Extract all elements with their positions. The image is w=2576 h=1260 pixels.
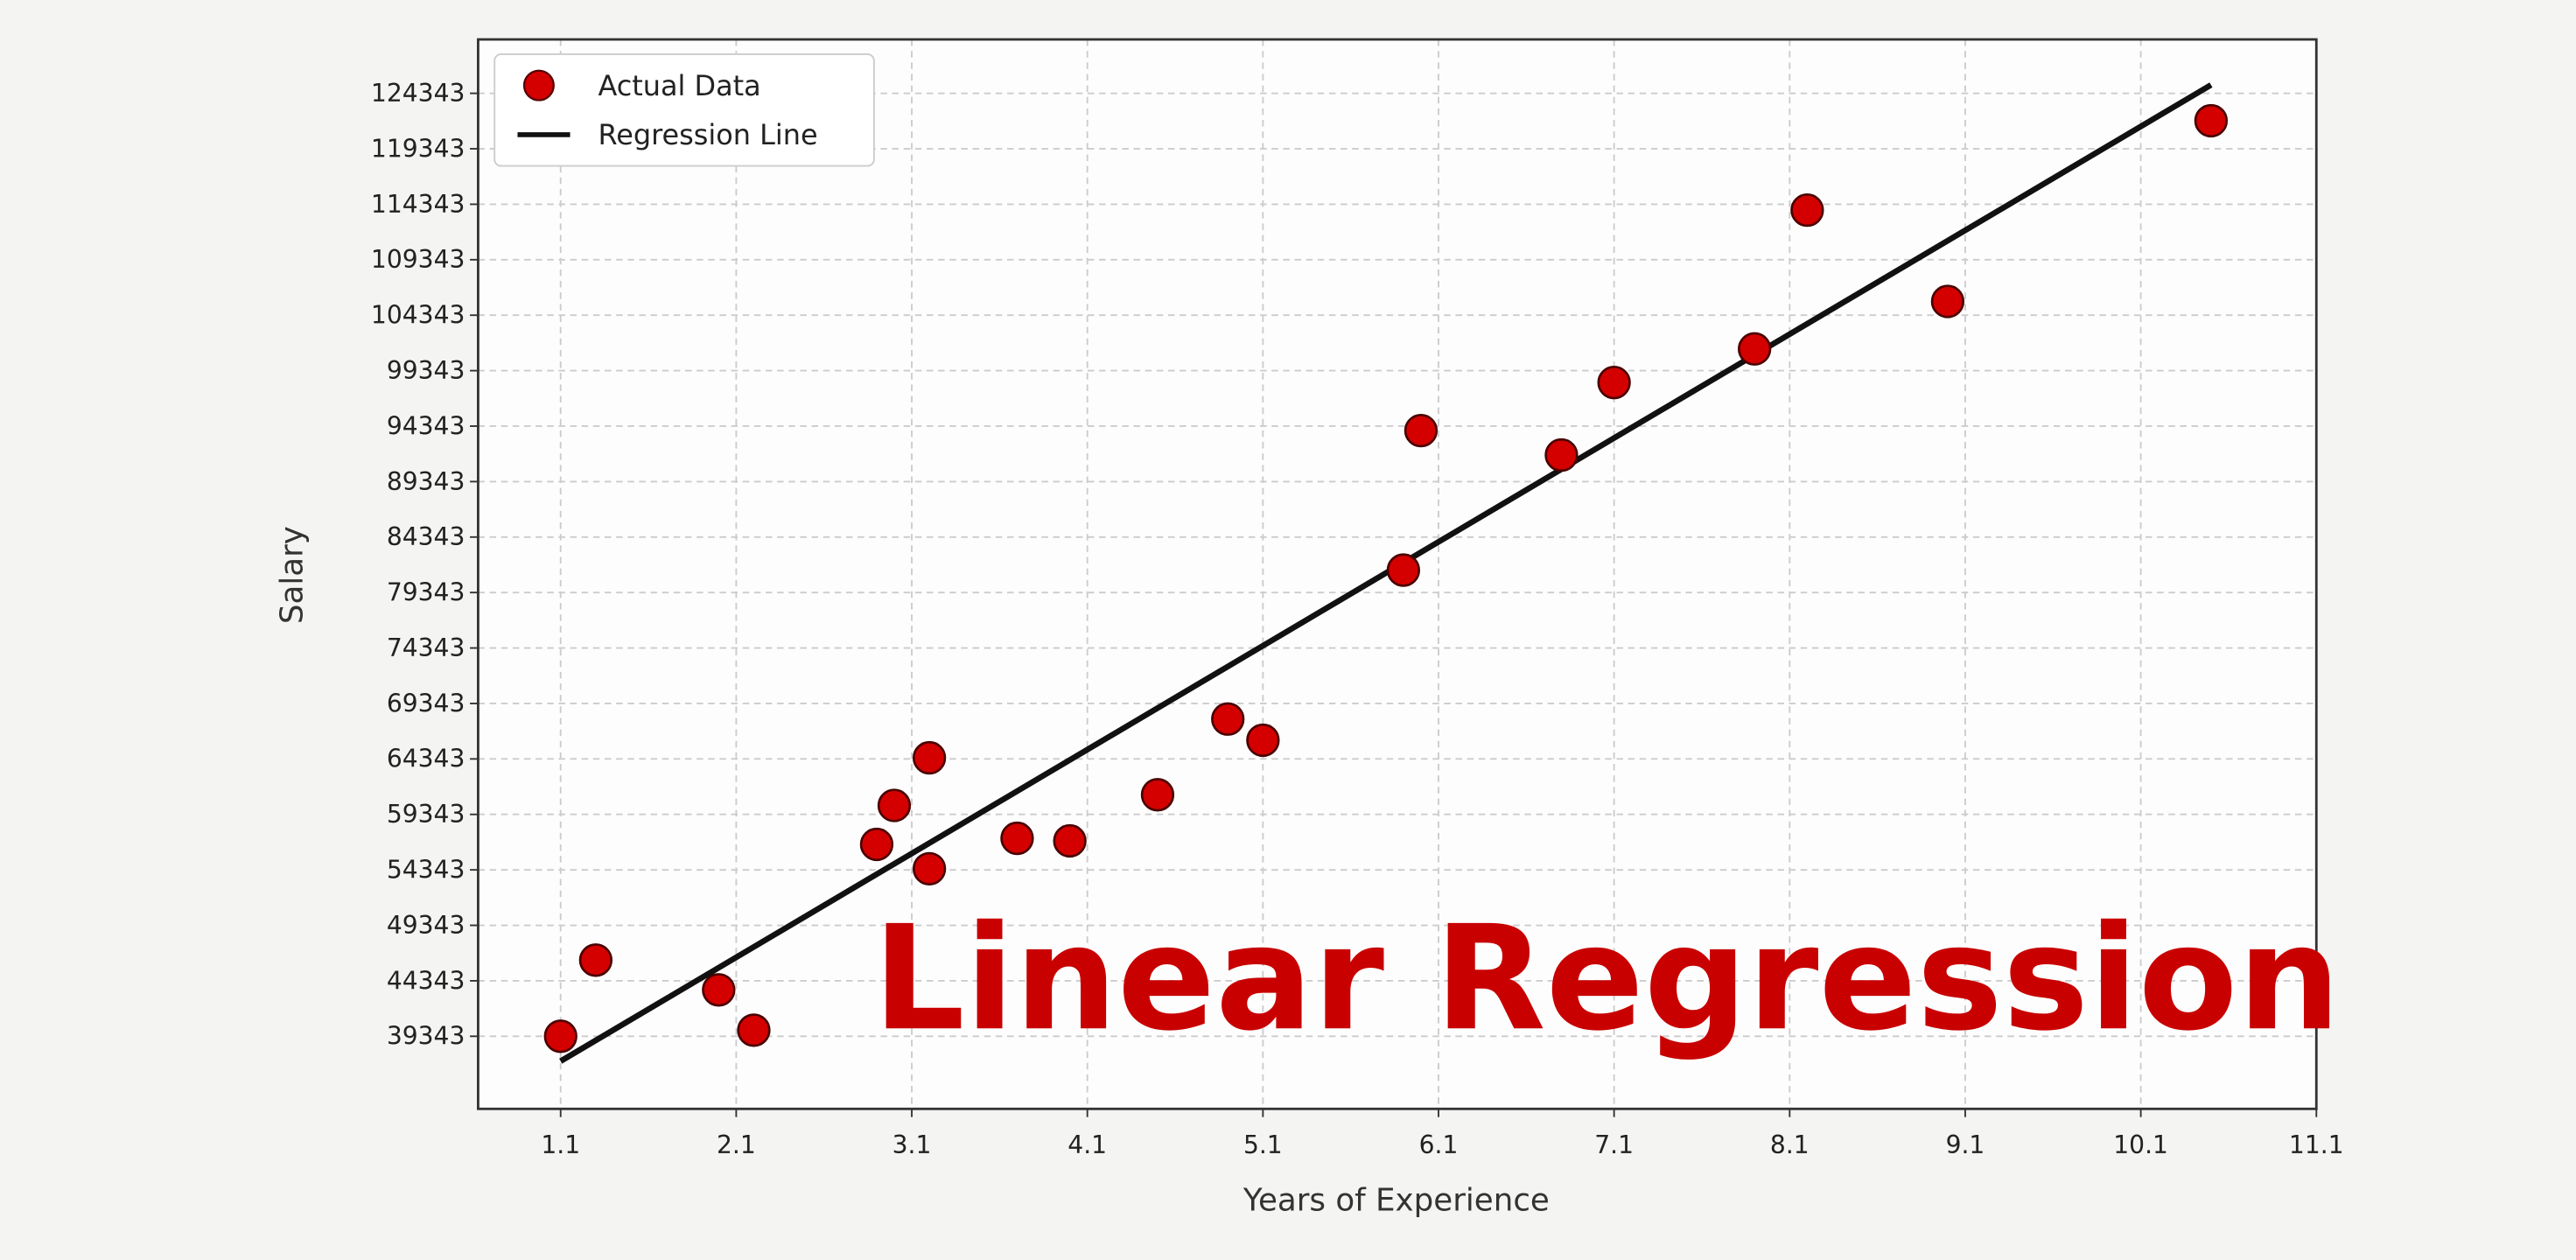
regression-line (559, 82, 2213, 1064)
data-points (543, 103, 2229, 1054)
data-point (912, 740, 947, 775)
x-tick-label: 9.1 (1946, 1130, 1985, 1159)
x-tick-label: 4.1 (1068, 1130, 1107, 1159)
y-tick-label: 84343 (387, 522, 466, 551)
data-point (702, 973, 736, 1007)
x-tick-label: 10.1 (2113, 1130, 2168, 1159)
legend-box (494, 53, 875, 167)
data-point (1404, 413, 1438, 448)
y-tick-label: 74343 (387, 634, 466, 662)
y-tick-label: 54343 (387, 856, 466, 885)
y-tick-label: 109343 (371, 245, 465, 274)
x-tick-label: 3.1 (892, 1130, 932, 1159)
y-tick-label: 44343 (387, 966, 466, 995)
data-point (543, 1019, 578, 1054)
data-point (1246, 723, 1280, 758)
y-tick-label: 104343 (371, 301, 465, 330)
data-point (912, 851, 947, 886)
x-tick-label: 2.1 (717, 1130, 756, 1159)
legend-label-line: Regression Line (598, 118, 817, 151)
legend-label-actual: Actual Data (598, 69, 760, 102)
x-axis-label: Years of Experience (1242, 1183, 1550, 1219)
data-point (1211, 702, 1245, 736)
y-tick-label: 79343 (387, 578, 466, 607)
legend: Actual Data Regression Line (494, 53, 875, 167)
y-tick-label: 69343 (387, 689, 466, 718)
x-ticks: 1.1 2.1 3.1 4.1 5.1 6.1 7.1 8.1 9.1 10.1 11.1 (541, 1109, 2344, 1159)
x-tick-label: 8.1 (1770, 1130, 1810, 1159)
data-point (2194, 103, 2229, 138)
y-axis-label: Salary (275, 526, 311, 624)
y-tick-label: 119343 (371, 134, 465, 163)
y-tick-label: 89343 (387, 467, 466, 496)
y-tick-label: 59343 (387, 800, 466, 829)
data-point (578, 943, 613, 977)
data-point (859, 827, 894, 862)
data-point (737, 1013, 771, 1047)
data-point (1000, 821, 1034, 856)
data-point (877, 788, 912, 822)
data-point (1386, 553, 1421, 587)
x-tick-label: 7.1 (1594, 1130, 1634, 1159)
data-point (1597, 366, 1631, 400)
legend-marker-actual (522, 69, 555, 102)
y-tick-label: 94343 (387, 411, 466, 440)
y-tick-label: 124343 (371, 79, 465, 108)
data-point (1140, 778, 1175, 812)
x-tick-label: 1.1 (541, 1130, 580, 1159)
data-point (1930, 284, 1965, 318)
y-tick-label: 39343 (387, 1022, 466, 1051)
data-point (1053, 823, 1087, 858)
data-point (1738, 332, 1772, 366)
y-tick-label: 64343 (387, 745, 466, 774)
x-tick-label: 6.1 (1419, 1130, 1459, 1159)
y-tick-label: 114343 (371, 190, 465, 219)
plot-frame (477, 38, 2318, 1110)
x-tick-label: 11.1 (2289, 1130, 2344, 1159)
data-point (1790, 193, 1824, 228)
y-tick-label: 99343 (387, 356, 466, 385)
x-tick-label: 5.1 (1243, 1130, 1283, 1159)
data-point (1544, 438, 1578, 472)
y-ticks: 39343 44343 49343 54343 59343 64343 69343 74343… (371, 79, 479, 1051)
linear-regression-annotation: Linear Regression (872, 894, 2340, 1062)
y-tick-label: 49343 (387, 911, 466, 940)
